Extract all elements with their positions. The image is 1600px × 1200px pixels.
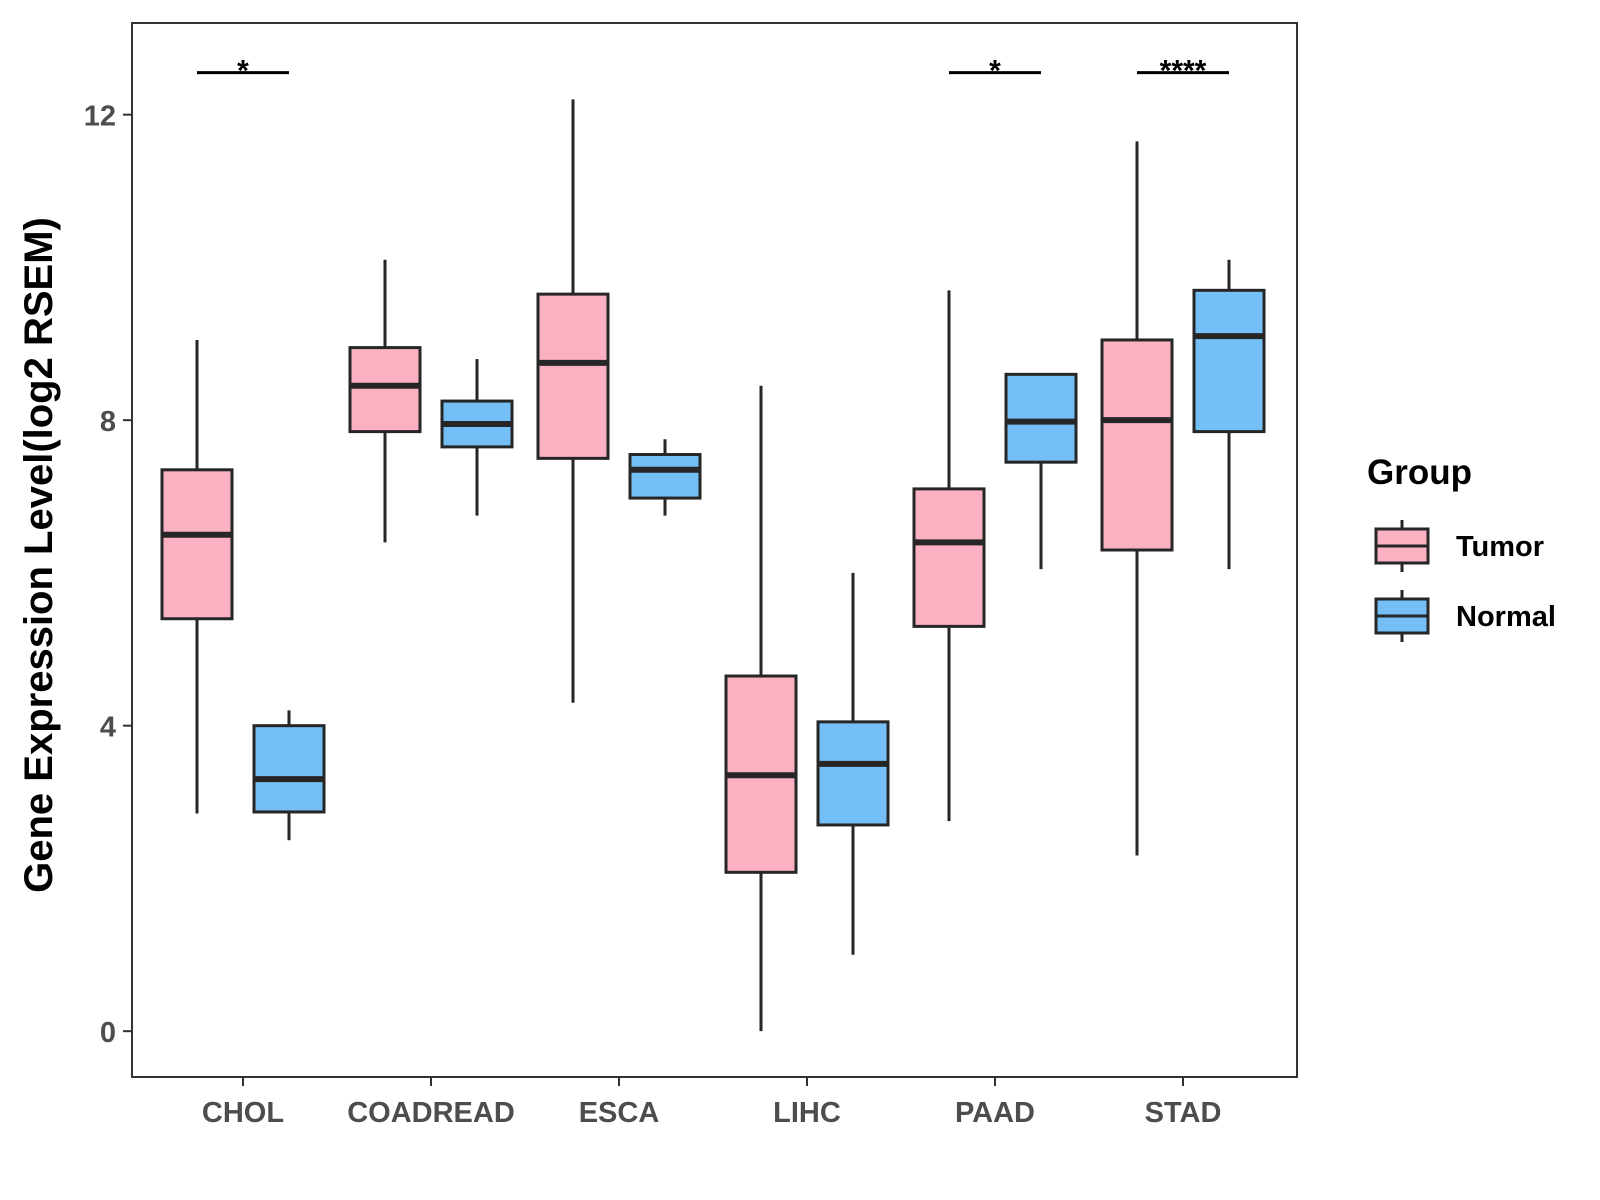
x-tick-label-coadread: COADREAD [347,1097,515,1129]
legend-item-tumor: Tumor [1374,520,1544,572]
box-normal-stad [1192,259,1266,570]
y-tick-label: 8 [100,406,116,438]
plot-panel-border [131,22,1298,1078]
significance-stad: **** [1137,55,1229,88]
box-tumor-stad [1100,141,1174,856]
box-normal-paad [1004,372,1078,570]
y-tick-label: 0 [100,1017,116,1049]
significance-label: * [989,55,1001,88]
box-iqr [252,724,326,814]
box-tumor-esca [536,99,610,703]
box-tumor-chol [160,339,234,814]
significance-chol: * [197,55,289,88]
box-tumor-lihc [724,385,798,1032]
box-normal-chol [252,710,326,841]
x-tick-label-esca: ESCA [579,1097,660,1129]
box-iqr [1100,338,1174,552]
box-iqr [1004,372,1078,464]
box-iqr [628,453,702,500]
box-tumor-coadread [348,259,422,543]
significance-label: * [237,55,249,88]
x-tick-label-chol: CHOL [202,1097,284,1129]
box-iqr [1192,288,1266,434]
y-tick-label: 12 [84,101,116,133]
legend: Group Tumor Normal [1367,453,1556,642]
y-tick-label: 4 [100,712,116,744]
legend-title: Group [1367,453,1472,492]
box-iqr [536,292,610,460]
box-normal-esca [628,439,702,516]
y-axis-title: Gene Expression Level(log2 RSEM) [17,217,61,893]
legend-item-normal: Normal [1374,590,1556,642]
x-tick-label-stad: STAD [1145,1097,1222,1129]
box-iqr [912,487,986,628]
box-normal-lihc [816,572,890,955]
x-tick-label-paad: PAAD [955,1097,1035,1129]
box-iqr [348,346,422,434]
box-tumor-paad [912,290,986,822]
box-iqr [160,468,234,621]
legend-label: Tumor [1456,531,1544,563]
box-normal-coadread [440,359,514,516]
significance-label: **** [1160,55,1207,88]
x-tick-label-lihc: LIHC [773,1097,841,1129]
significance-paad: * [949,55,1041,88]
box-iqr [816,720,890,827]
legend-label: Normal [1456,601,1556,633]
